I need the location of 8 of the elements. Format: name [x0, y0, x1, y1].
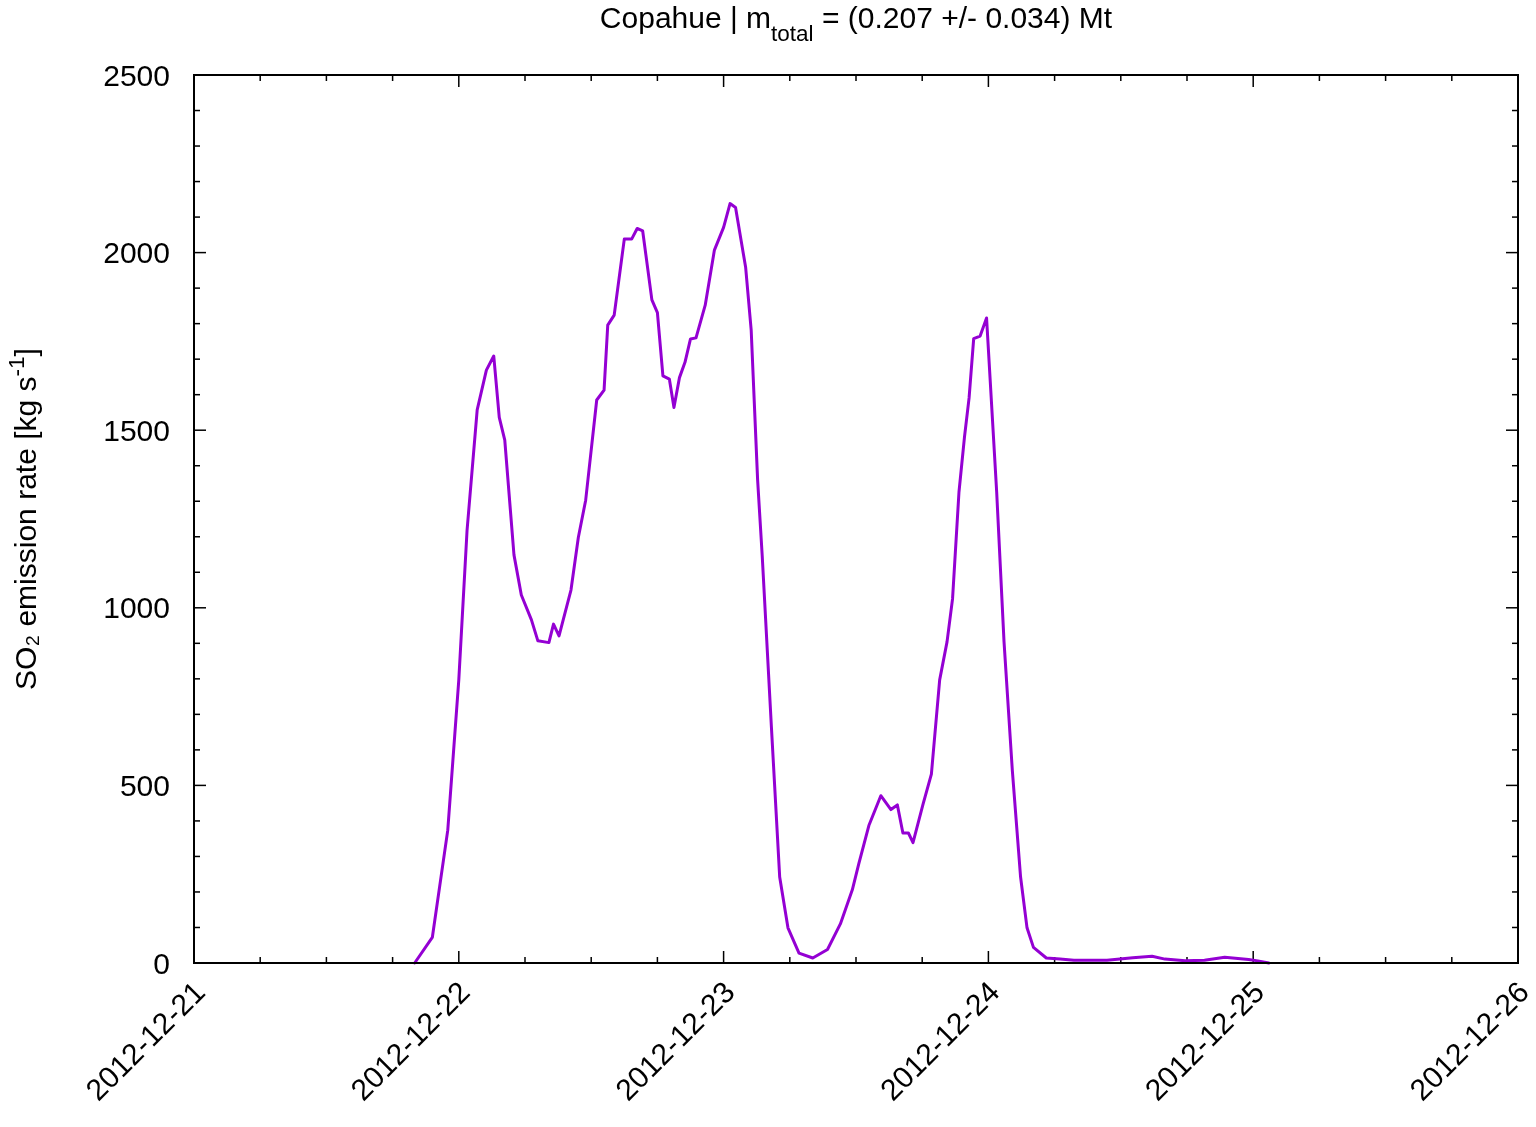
y-tick-label: 2500 [103, 58, 170, 92]
line-series [413, 202, 1271, 965]
y-tick-label: 500 [119, 768, 170, 802]
y-tick-label: 1000 [103, 591, 170, 625]
chart-title: Copahue | m$_{total}$ = (0.207 +/- 0.034) Mt [599, 1, 1113, 46]
y-tick-label: 1500 [103, 413, 170, 447]
y-tick-label: 2000 [103, 236, 170, 270]
y-tick-label: 0 [153, 946, 170, 980]
